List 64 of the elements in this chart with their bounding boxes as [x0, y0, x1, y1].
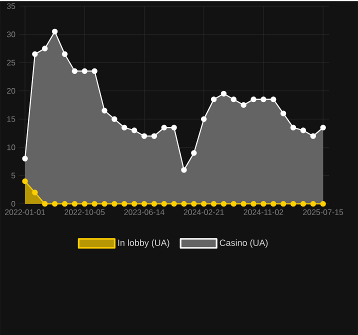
point	[122, 124, 128, 130]
point	[310, 133, 316, 139]
point	[141, 133, 148, 139]
point	[191, 150, 197, 156]
point	[200, 200, 207, 207]
point	[210, 96, 217, 102]
point	[122, 200, 128, 207]
point	[290, 200, 296, 207]
point	[32, 51, 38, 57]
point	[240, 102, 246, 108]
point	[141, 200, 148, 207]
point	[230, 96, 237, 102]
point	[112, 116, 118, 122]
point	[161, 124, 167, 130]
point	[240, 200, 246, 207]
point	[181, 167, 187, 173]
point	[290, 124, 296, 130]
point	[42, 200, 48, 207]
point	[310, 200, 316, 207]
point	[320, 200, 326, 207]
point	[250, 200, 256, 207]
point	[102, 108, 108, 114]
point	[52, 28, 58, 34]
point	[42, 46, 48, 52]
point	[131, 200, 138, 207]
point	[300, 200, 306, 207]
point	[151, 133, 158, 139]
point	[270, 96, 276, 102]
point	[22, 178, 28, 184]
point	[220, 90, 227, 96]
point	[220, 200, 227, 207]
point	[230, 200, 237, 207]
point	[260, 96, 266, 102]
point	[280, 200, 286, 207]
point	[72, 200, 78, 207]
legend-label: In lobby (UA)	[118, 239, 170, 248]
point	[300, 127, 306, 134]
point	[270, 200, 276, 207]
point	[200, 116, 207, 122]
point	[210, 200, 217, 207]
legend-label: Casino (UA)	[220, 239, 268, 248]
point	[260, 200, 266, 207]
point	[320, 124, 326, 130]
point	[62, 51, 68, 57]
point	[52, 200, 58, 207]
point	[171, 200, 177, 207]
point	[92, 200, 98, 207]
point	[102, 200, 108, 207]
point	[171, 124, 177, 130]
point	[181, 200, 187, 207]
point	[62, 200, 68, 207]
point	[92, 68, 98, 74]
point	[151, 200, 158, 207]
point	[72, 68, 78, 74]
point	[191, 200, 197, 207]
point	[250, 96, 256, 102]
point	[22, 156, 28, 162]
point	[82, 200, 88, 207]
point	[82, 68, 88, 74]
point	[32, 190, 38, 196]
point	[280, 110, 286, 116]
point	[131, 127, 138, 134]
point	[112, 200, 118, 207]
point	[161, 200, 167, 207]
